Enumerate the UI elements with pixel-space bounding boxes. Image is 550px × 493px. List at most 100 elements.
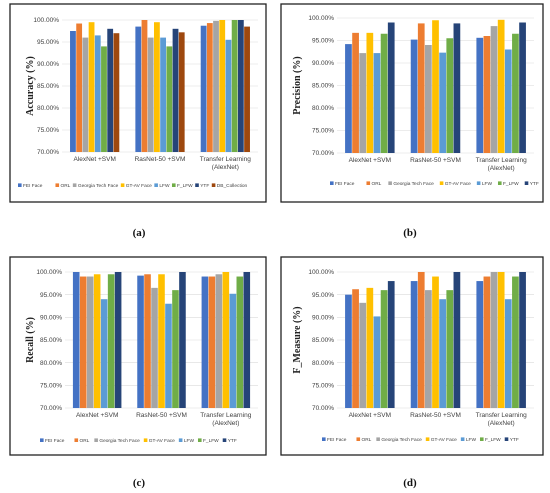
bar: [504, 49, 512, 153]
y-tick-label: 75.00%: [37, 127, 59, 134]
y-tick-label: 70.00%: [40, 405, 62, 412]
y-tick-label: 100.00%: [308, 15, 334, 22]
bar: [512, 276, 519, 408]
x-tick-label: AlexNet +SVM: [349, 157, 391, 164]
bar: [70, 31, 76, 152]
bar: [453, 23, 461, 154]
bar: [82, 37, 89, 152]
x-tick-label: Transfer Learning: [200, 156, 251, 163]
x-tick-label: Transfer Learning: [476, 412, 527, 419]
bar: [417, 23, 425, 154]
legend-entry: LFW: [482, 181, 493, 187]
y-tick-label: 85.00%: [312, 83, 334, 90]
bar: [352, 289, 359, 408]
bar: [490, 272, 498, 408]
legend-entry: Georgia Tech Face: [381, 437, 422, 443]
legend-entry: FEI Face: [335, 181, 355, 187]
panel-label: (c): [133, 477, 146, 489]
x-tick-label: Transfer Learning: [200, 412, 251, 419]
bar: [208, 276, 216, 408]
bar: [439, 52, 446, 153]
y-tick-label: 100.00%: [33, 17, 59, 24]
legend-swatch: [143, 438, 148, 442]
legend-entry: GT-AV Face: [126, 183, 152, 189]
legend-entry: ORL: [371, 181, 381, 187]
bar: [100, 299, 108, 408]
y-tick-label: 70.00%: [37, 149, 59, 156]
bar: [88, 22, 95, 153]
legend-entry: Georgia Tech Face: [78, 183, 119, 189]
bar: [410, 39, 418, 153]
bar: [373, 316, 381, 408]
legend-swatch: [197, 438, 202, 442]
x-tick-label: AlexNet +SVM: [73, 156, 115, 163]
x-tick-label: (AlexNet): [488, 165, 515, 172]
bar: [380, 33, 388, 153]
x-tick-label: RasNet-50 +SVM: [135, 156, 186, 163]
bar: [410, 281, 418, 408]
y-axis-label: F_Measure (%): [292, 306, 303, 373]
legend-entry: LFW: [184, 438, 195, 444]
bar: [345, 44, 352, 153]
bar: [153, 22, 160, 153]
bar: [476, 37, 484, 153]
bar: [172, 290, 179, 408]
legend-entry: ORL: [79, 438, 89, 444]
y-tick-label: 70.00%: [312, 150, 334, 157]
y-tick-label: 80.00%: [312, 360, 334, 367]
y-tick-label: 70.00%: [312, 405, 334, 412]
x-tick-label: Transfer Learning: [476, 157, 527, 164]
bar: [165, 303, 172, 408]
panel-label: (b): [403, 227, 417, 239]
x-tick-label: (AlexNet): [488, 420, 515, 427]
bar: [425, 290, 432, 408]
x-tick-label: RasNet-50 +SVM: [136, 412, 187, 419]
bar: [244, 26, 250, 153]
bar: [432, 20, 439, 153]
bar: [425, 45, 432, 153]
legend-swatch: [476, 181, 481, 185]
legend-swatch: [94, 438, 98, 442]
bar: [225, 39, 232, 152]
legend-entry: ORL: [361, 437, 371, 443]
x-tick-label: AlexNet +SVM: [76, 412, 118, 419]
bar: [229, 293, 237, 408]
bar: [231, 20, 238, 152]
bar: [504, 299, 512, 408]
legend-swatch: [497, 181, 502, 185]
bar: [483, 36, 491, 153]
legend-entry: YTF: [200, 183, 209, 189]
y-tick-label: 90.00%: [40, 315, 62, 322]
legend-entry: DB_Collection: [217, 183, 248, 189]
y-tick-label: 95.00%: [312, 292, 334, 299]
x-tick-label: RasNet-50 +SVM: [410, 157, 461, 164]
legend-swatch: [178, 438, 183, 442]
bar: [237, 20, 244, 152]
bar: [417, 272, 425, 408]
legend-entry: YTF: [228, 438, 237, 444]
legend-swatch: [222, 438, 227, 442]
legend-entry: Georgia Tech Face: [99, 438, 140, 444]
legend-swatch: [479, 437, 484, 441]
y-tick-label: 80.00%: [37, 105, 59, 112]
y-tick-label: 90.00%: [312, 60, 334, 67]
bar: [72, 272, 80, 408]
bar: [141, 20, 148, 152]
y-tick-label: 85.00%: [37, 83, 59, 90]
legend-entry: YTF: [530, 181, 539, 187]
chart-panel-3: 70.00% 75.00% 80.00% 85.00% 90.00% 95.00% 100.…: [9, 256, 267, 456]
bar: [107, 274, 115, 408]
bar: [512, 33, 519, 153]
bar: [79, 276, 87, 408]
y-tick-label: 95.00%: [37, 39, 59, 46]
bar: [446, 38, 454, 153]
bar: [113, 33, 120, 153]
legend-entry: LFW: [466, 437, 477, 443]
legend-entry: FEI Face: [45, 438, 65, 444]
bar: [387, 281, 395, 408]
legend-swatch: [439, 181, 444, 185]
legend-swatch: [171, 183, 176, 187]
y-tick-label: 75.00%: [312, 383, 334, 390]
bar: [497, 272, 505, 408]
legend-swatch: [366, 181, 371, 185]
